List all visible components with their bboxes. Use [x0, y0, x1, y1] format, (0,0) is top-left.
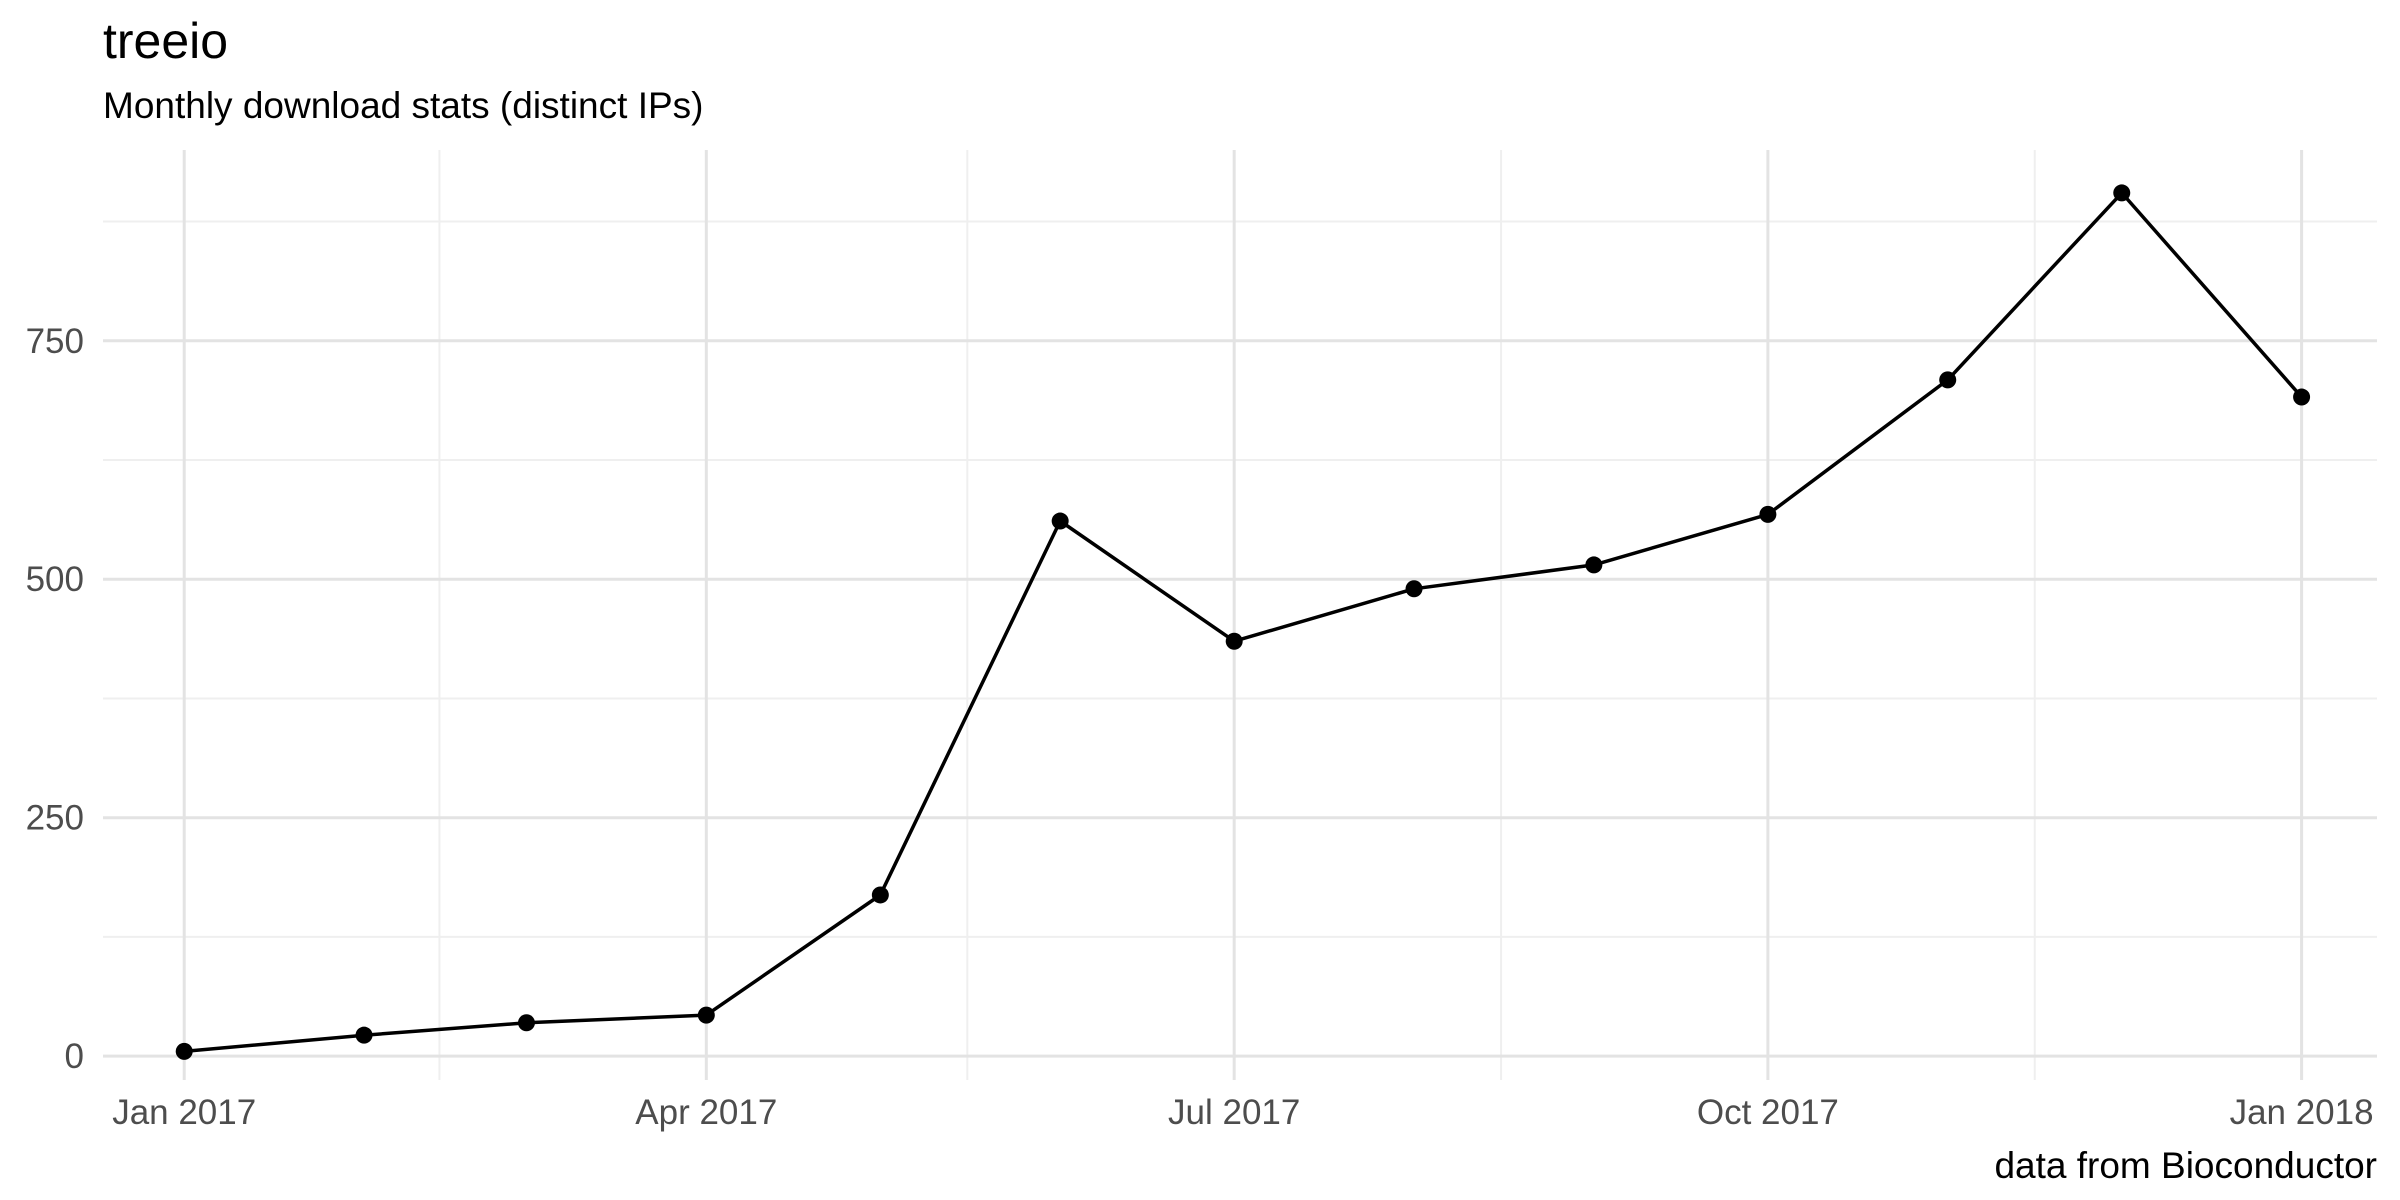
x-tick-label: Oct 2017	[1697, 1093, 1839, 1132]
series-line	[184, 191, 2303, 1054]
data-point	[517, 1014, 535, 1032]
data-point	[1585, 556, 1603, 574]
data-point	[1225, 632, 1243, 650]
major-gridlines	[103, 150, 2377, 1080]
y-tick-label: 500	[26, 560, 84, 599]
data-point	[1405, 580, 1423, 598]
data-point	[1759, 505, 1777, 523]
y-tick-label: 250	[26, 799, 84, 838]
chart-title: treeio	[103, 13, 228, 69]
data-point	[2113, 184, 2131, 202]
series-group	[175, 184, 2311, 1060]
y-axis-tick-labels: 0 250 500 750	[26, 322, 84, 1076]
y-tick-label: 750	[26, 322, 84, 361]
data-point	[175, 1042, 193, 1060]
x-axis-tick-labels: Jan 2017 Apr 2017 Jul 2017 Oct 2017 Jan 2018	[112, 1093, 2373, 1132]
x-tick-label: Jul 2017	[1168, 1093, 1300, 1132]
minor-gridlines	[103, 150, 2377, 1080]
data-point	[697, 1006, 715, 1024]
data-point	[2293, 388, 2311, 406]
data-point	[355, 1026, 373, 1044]
y-tick-label: 0	[65, 1037, 84, 1076]
x-tick-label: Jan 2017	[112, 1093, 256, 1132]
data-point	[871, 886, 889, 904]
data-point	[1939, 371, 1957, 389]
chart-caption: data from Bioconductor	[1994, 1145, 2377, 1186]
x-tick-label: Jan 2018	[2230, 1093, 2374, 1132]
chart-subtitle: Monthly download stats (distinct IPs)	[103, 85, 703, 126]
x-tick-label: Apr 2017	[635, 1093, 777, 1132]
data-point	[1051, 512, 1069, 530]
